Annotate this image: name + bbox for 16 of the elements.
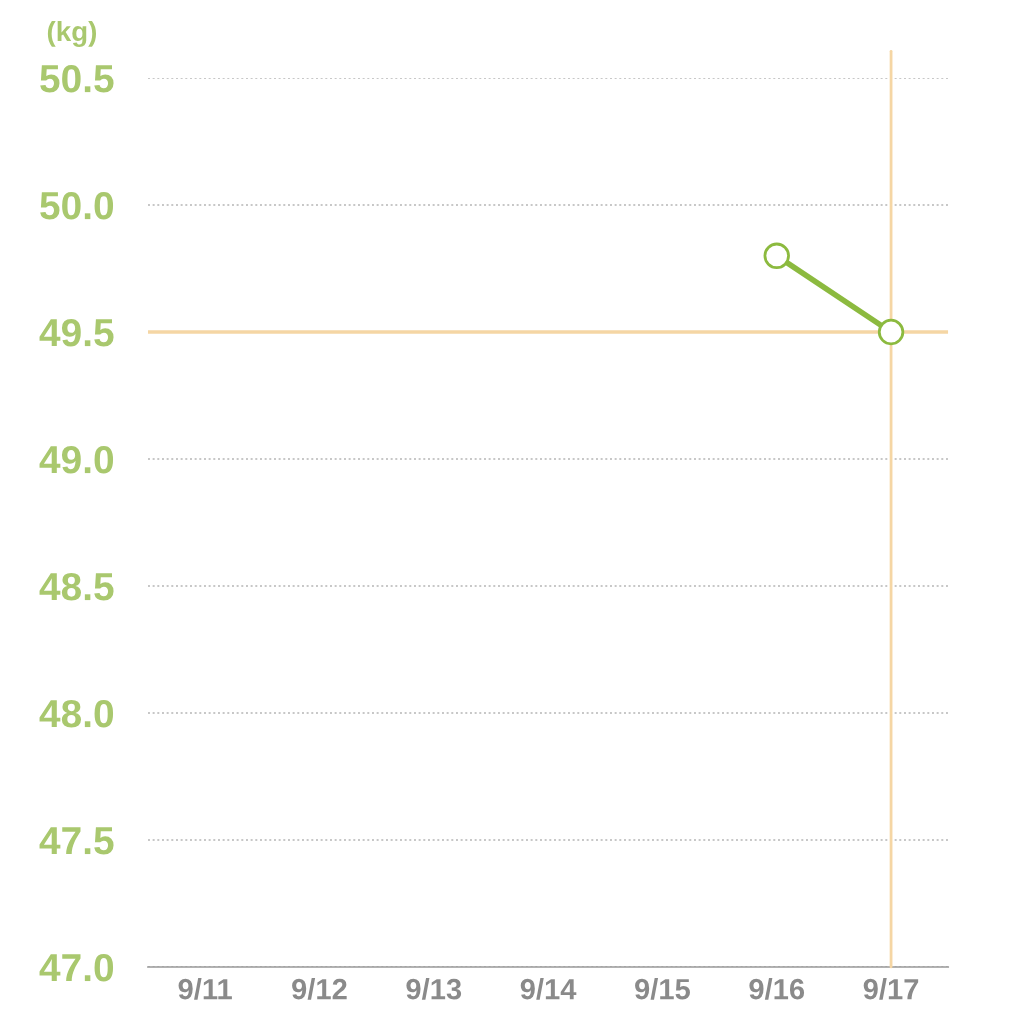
x-tick-label: 9/15 (635, 978, 690, 1000)
y-tick-label: 49.5 (39, 318, 114, 347)
y-tick-label: 48.5 (39, 572, 114, 601)
x-tick-label: 9/12 (292, 978, 347, 1000)
x-tick-label: 9/13 (406, 978, 462, 1000)
x-tick-label: 9/11 (178, 978, 232, 1000)
y-tick-label: 48.0 (39, 699, 114, 728)
x-tick-label: 9/17 (863, 978, 919, 1000)
y-tick-label: 50.0 (40, 191, 114, 220)
x-tick-label: 9/16 (749, 978, 805, 1000)
x-tick-label: 9/14 (520, 978, 577, 1000)
y-tick-label: 50.5 (40, 64, 114, 93)
y-axis-title: (kg) (47, 20, 97, 47)
y-tick-label: 49.0 (39, 445, 114, 474)
y-tick-label: 47.5 (39, 827, 114, 855)
y-tick-label: 47.0 (39, 953, 114, 982)
